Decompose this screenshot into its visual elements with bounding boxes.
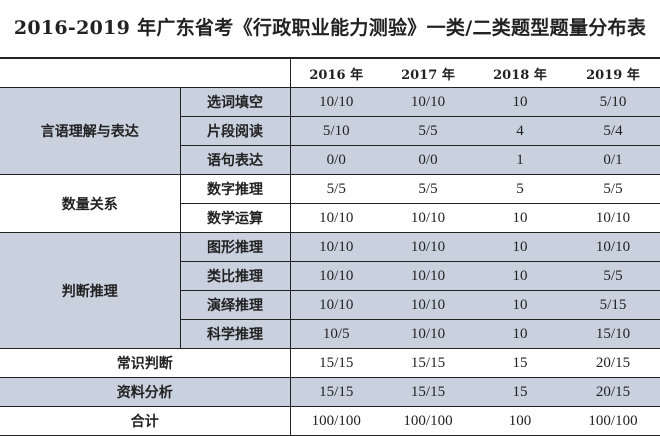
header-row: 2016 年 2017 年 2018 年 2019 年 — [0, 57, 660, 88]
value-cell: 0/0 — [289, 145, 382, 175]
category-cell: 合计 — [0, 406, 290, 436]
header-year: 2019 年 — [566, 57, 660, 88]
value-cell: 10 — [474, 261, 566, 291]
header-year: 2018 年 — [474, 57, 566, 88]
category-cell: 资料分析 — [0, 377, 290, 407]
subcategory-cell: 语句表达 — [179, 145, 290, 175]
value-cell: 0/1 — [566, 145, 660, 175]
subcategory-cell: 演绎推理 — [179, 290, 290, 320]
value-cell: 20/15 — [566, 348, 660, 378]
value-cell: 5/15 — [566, 290, 660, 320]
table-row: 言语理解与表达 选词填空 10/10 10/10 10 5/10 — [0, 87, 660, 175]
table-row: 资料分析 15/15 15/15 15 20/15 — [0, 377, 660, 407]
subcategory-cell: 选词填空 — [179, 87, 290, 117]
header-blank — [0, 57, 290, 88]
category-cell: 言语理解与表达 — [0, 87, 180, 175]
subcategory-cell: 数学运算 — [179, 203, 290, 233]
category-cell: 数量关系 — [0, 174, 180, 233]
value-cell: 10 — [474, 203, 566, 233]
table-row: 常识判断 15/15 15/15 15 20/15 — [0, 348, 660, 378]
value-cell: 15/15 — [382, 348, 474, 378]
value-cell: 15/15 — [382, 377, 474, 407]
value-cell: 10/10 — [289, 290, 382, 320]
value-cell: 0/0 — [382, 145, 474, 175]
subcategory-cell: 图形推理 — [179, 232, 290, 262]
value-cell: 10 — [474, 232, 566, 262]
value-cell: 20/15 — [566, 377, 660, 407]
value-cell: 10/10 — [382, 203, 474, 233]
value-cell: 10/10 — [566, 232, 660, 262]
value-cell: 10/5 — [289, 319, 382, 349]
value-cell: 10 — [474, 290, 566, 320]
value-cell: 5 — [474, 174, 566, 204]
value-cell: 5/5 — [566, 261, 660, 291]
value-cell: 5/10 — [289, 116, 382, 146]
value-cell: 100/100 — [382, 406, 474, 436]
value-cell: 10/10 — [382, 290, 474, 320]
table-row: 演绎推理 10/10 10/10 10 5/15 — [0, 290, 660, 320]
value-cell: 10/10 — [289, 203, 382, 233]
value-cell: 10/10 — [289, 87, 382, 117]
value-cell: 10/10 — [289, 232, 382, 262]
value-cell: 1 — [474, 145, 566, 175]
value-cell: 5/5 — [289, 174, 382, 204]
value-cell: 10/10 — [382, 319, 474, 349]
value-cell: 10/10 — [382, 87, 474, 117]
value-cell: 5/5 — [382, 174, 474, 204]
value-cell: 15/10 — [566, 319, 660, 349]
value-cell: 10/10 — [382, 232, 474, 262]
page-title: 2016-2019 年广东省考《行政职业能力测验》一类/二类题型题量分布表 — [13, 17, 647, 39]
table-row: 类比推理 10/10 10/10 10 5/5 — [0, 261, 660, 291]
value-cell: 5/5 — [382, 116, 474, 146]
question-distribution-table: 2016 年 2017 年 2018 年 2019 年 言语理解与表达 选词填空 1… — [0, 57, 660, 436]
value-cell: 4 — [474, 116, 566, 146]
table-row: 片段阅读 5/10 5/5 4 5/4 — [0, 116, 660, 146]
value-cell: 5/4 — [566, 116, 660, 146]
header-year: 2017 年 — [382, 57, 474, 88]
subcategory-cell: 类比推理 — [179, 261, 290, 291]
header-year: 2016 年 — [289, 57, 382, 88]
subcategory-cell: 科学推理 — [179, 319, 290, 349]
value-cell: 15/15 — [289, 348, 382, 378]
value-cell: 15 — [474, 377, 566, 407]
category-cell: 常识判断 — [0, 348, 290, 378]
value-cell: 10/10 — [382, 261, 474, 291]
value-cell: 10/10 — [566, 203, 660, 233]
category-cell: 判断推理 — [0, 232, 180, 349]
value-cell: 10/10 — [289, 261, 382, 291]
value-cell: 100/100 — [289, 406, 382, 436]
value-cell: 15/15 — [289, 377, 382, 407]
value-cell: 5/5 — [566, 174, 660, 204]
table-row: 合计 100/100 100/100 100 100/100 — [0, 406, 660, 436]
table-row: 判断推理 图形推理 10/10 10/10 10 10/10 — [0, 232, 660, 349]
table-row: 数量关系 数字推理 5/5 5/5 5 5/5 — [0, 174, 660, 233]
value-cell: 15 — [474, 348, 566, 378]
value-cell: 100/100 — [566, 406, 660, 436]
table-row: 数学运算 10/10 10/10 10 10/10 — [0, 203, 660, 233]
subcategory-cell: 数字推理 — [179, 174, 290, 204]
value-cell: 10 — [474, 319, 566, 349]
value-cell: 5/10 — [566, 87, 660, 117]
value-cell: 10 — [474, 87, 566, 117]
value-cell: 100 — [474, 406, 566, 436]
subcategory-cell: 片段阅读 — [179, 116, 290, 146]
